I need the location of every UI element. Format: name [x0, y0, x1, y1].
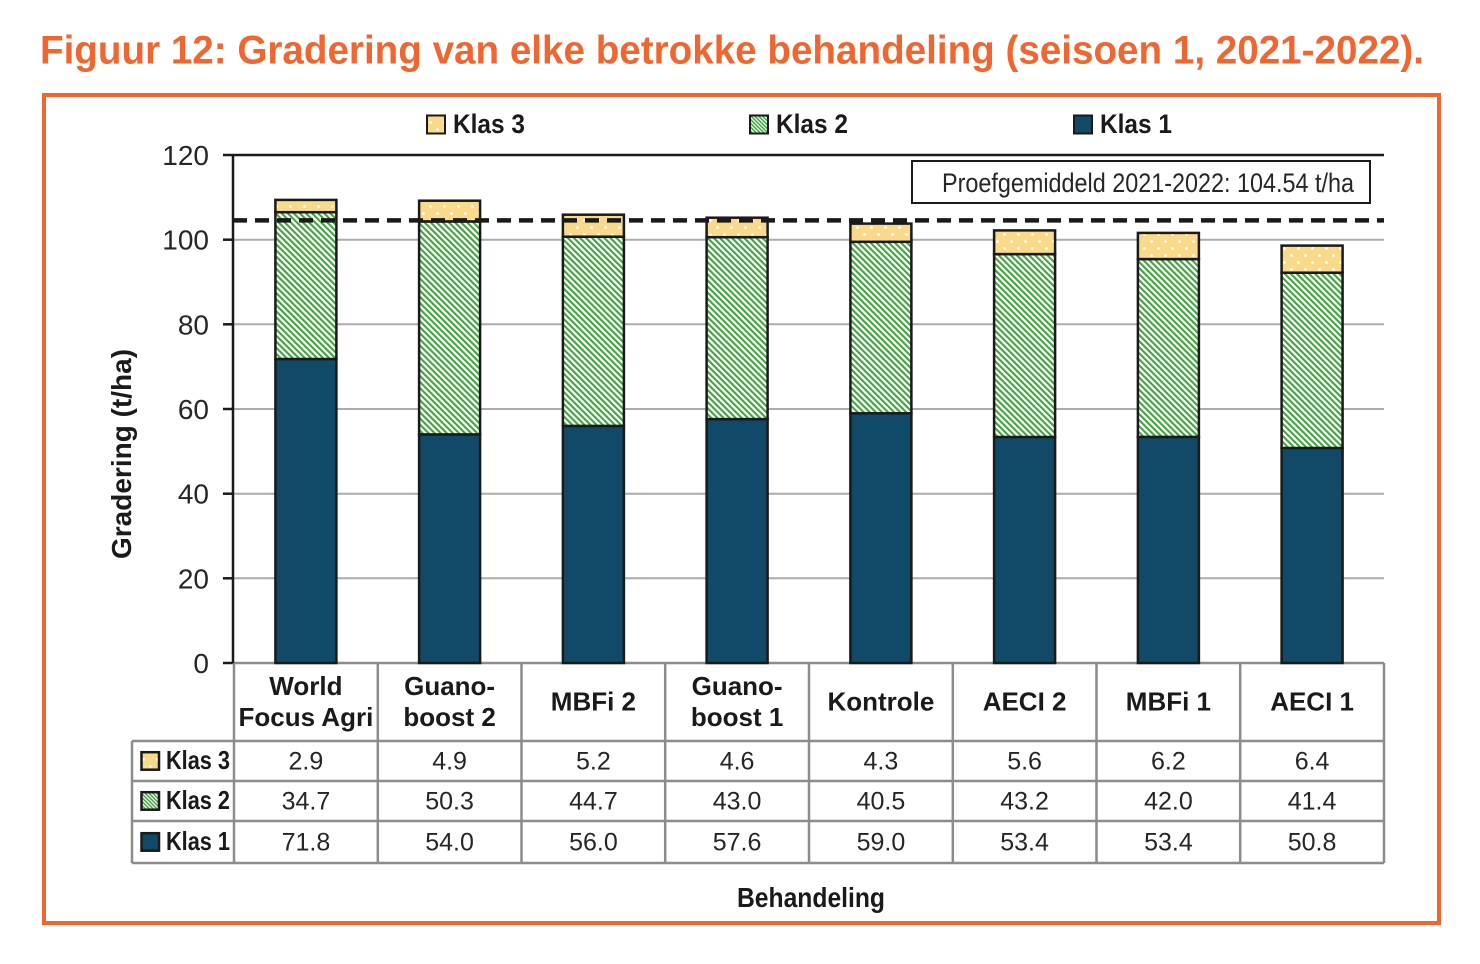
- svg-text:34.7: 34.7: [282, 788, 331, 816]
- svg-text:Klas 1: Klas 1: [166, 826, 230, 856]
- svg-text:40: 40: [178, 479, 209, 510]
- svg-text:Behandeling: Behandeling: [737, 882, 885, 913]
- svg-text:boost 2: boost 2: [403, 702, 495, 732]
- svg-text:43.0: 43.0: [713, 788, 762, 816]
- svg-text:5.6: 5.6: [1007, 748, 1042, 776]
- svg-text:60: 60: [178, 394, 209, 425]
- svg-text:4.9: 4.9: [432, 748, 467, 776]
- svg-text:Klas 2: Klas 2: [776, 109, 848, 139]
- svg-text:Focus Agri: Focus Agri: [238, 702, 373, 732]
- svg-text:Figuur 12: Gradering van elke: Figuur 12: Gradering van elke betrokke b…: [40, 29, 1424, 73]
- svg-text:Proefgemiddeld 2021-2022: 104.: Proefgemiddeld 2021-2022: 104.54 t/ha: [942, 168, 1355, 198]
- svg-text:53.4: 53.4: [1000, 829, 1049, 857]
- svg-text:World: World: [269, 671, 342, 701]
- svg-text:80: 80: [178, 309, 209, 340]
- svg-text:6.4: 6.4: [1295, 748, 1330, 776]
- svg-text:53.4: 53.4: [1144, 829, 1193, 857]
- svg-text:120: 120: [162, 140, 209, 171]
- svg-text:AECI 2: AECI 2: [983, 687, 1067, 717]
- svg-text:56.0: 56.0: [569, 829, 618, 857]
- svg-text:2.9: 2.9: [289, 748, 324, 776]
- svg-text:5.2: 5.2: [576, 748, 611, 776]
- svg-text:40.5: 40.5: [857, 788, 906, 816]
- svg-text:71.8: 71.8: [282, 829, 331, 857]
- svg-text:Guano-: Guano-: [404, 671, 495, 701]
- svg-text:59.0: 59.0: [857, 829, 906, 857]
- svg-text:Klas 3: Klas 3: [166, 745, 230, 775]
- svg-text:41.4: 41.4: [1288, 788, 1337, 816]
- svg-text:MBFi 1: MBFi 1: [1126, 687, 1211, 717]
- svg-text:boost 1: boost 1: [691, 702, 783, 732]
- svg-text:4.6: 4.6: [720, 748, 755, 776]
- svg-text:42.0: 42.0: [1144, 788, 1193, 816]
- svg-text:6.2: 6.2: [1151, 748, 1186, 776]
- svg-text:Kontrole: Kontrole: [827, 687, 934, 717]
- svg-text:Klas 1: Klas 1: [1100, 109, 1172, 139]
- svg-text:Klas 3: Klas 3: [453, 109, 525, 139]
- svg-text:20: 20: [178, 563, 209, 594]
- svg-text:4.3: 4.3: [864, 748, 899, 776]
- svg-text:MBFi 2: MBFi 2: [551, 687, 636, 717]
- svg-text:43.2: 43.2: [1000, 788, 1049, 816]
- svg-text:50.8: 50.8: [1288, 829, 1337, 857]
- svg-text:AECI 1: AECI 1: [1270, 687, 1354, 717]
- svg-text:100: 100: [162, 225, 209, 256]
- svg-text:0: 0: [193, 648, 209, 679]
- svg-text:Gradering (t/ha): Gradering (t/ha): [106, 349, 137, 559]
- svg-text:44.7: 44.7: [569, 788, 618, 816]
- svg-text:Klas 2: Klas 2: [166, 785, 230, 815]
- svg-text:Guano-: Guano-: [692, 671, 783, 701]
- svg-text:54.0: 54.0: [425, 829, 474, 857]
- svg-text:57.6: 57.6: [713, 829, 762, 857]
- svg-text:50.3: 50.3: [425, 788, 474, 816]
